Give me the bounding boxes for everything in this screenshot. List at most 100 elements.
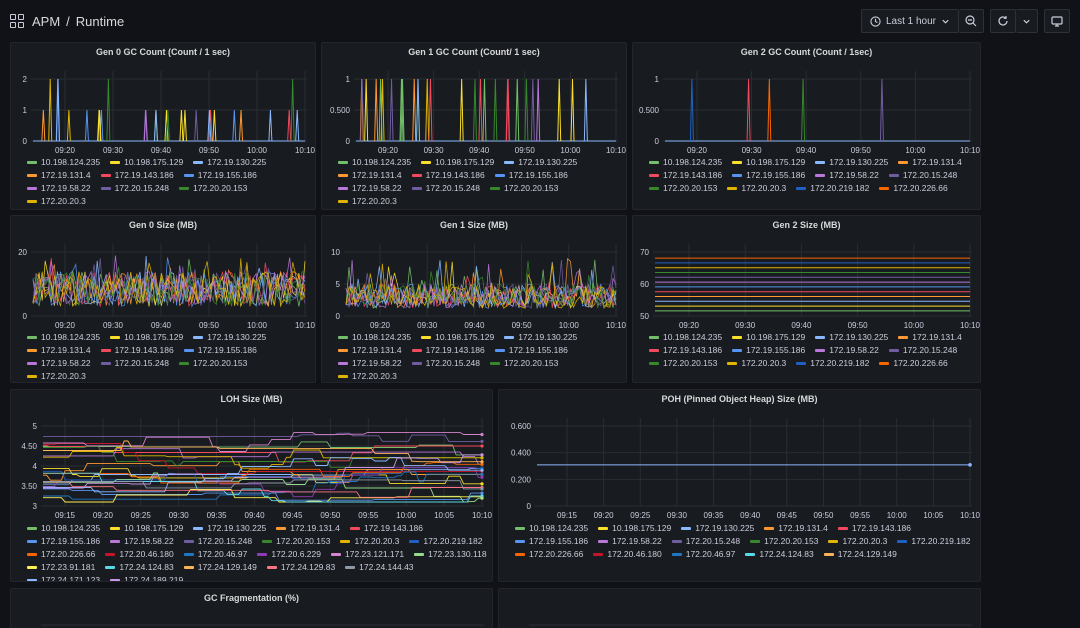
panel-title[interactable]: Gen 2 GC Count (Count / 1sec)	[740, 47, 873, 57]
legend-item[interactable]: 10.198.124.235	[649, 157, 722, 167]
legend-item[interactable]: 172.20.226.66	[515, 549, 583, 559]
legend-item[interactable]: 172.19.58.22	[338, 358, 402, 368]
legend-item[interactable]: 172.19.143.186	[349, 523, 423, 533]
legend-item[interactable]: 10.198.124.235	[338, 332, 411, 342]
chart-svg[interactable]: 1 0.500 0 09:20 09:30 09:40 09:50 10:00 10:10	[322, 43, 626, 209]
panel-gen0-size[interactable]: Gen 0 Size (MB) 20 0 09:20 09:30 09:40 09:50 10…	[10, 215, 316, 383]
legend-item[interactable]: 172.24.129.149	[823, 549, 897, 559]
legend-item[interactable]: 10.198.175.129	[110, 523, 183, 533]
legend-item[interactable]: 172.19.58.22	[27, 183, 91, 193]
panel-poh-size[interactable]: POH (Pinned Object Heap) Size (MB) 0.600 0…	[498, 389, 981, 582]
panel-gen1-size[interactable]: Gen 1 Size (MB) 10 5 0 09:20 09:30 09:40 09:50 1…	[321, 215, 627, 383]
refresh-interval-picker[interactable]	[1016, 9, 1038, 33]
legend-item[interactable]: 172.19.143.186	[411, 170, 485, 180]
legend-item[interactable]: 172.24.129.83	[266, 562, 335, 572]
legend-item[interactable]: 172.20.219.182	[796, 358, 869, 368]
panel-gen0-gc-count[interactable]: Gen 0 GC Count (Count / 1 sec) 2 1 0 09:20 09…	[10, 42, 316, 210]
legend-item[interactable]: 172.20.20.153	[649, 358, 717, 368]
legend-item[interactable]: 10.198.124.235	[515, 523, 588, 533]
legend-item[interactable]: 172.23.121.171	[331, 549, 404, 559]
legend-item[interactable]: 10.198.175.129	[598, 523, 671, 533]
legend-item[interactable]: 10.198.175.129	[421, 332, 494, 342]
legend-item[interactable]: 172.20.20.153	[490, 358, 558, 368]
legend-item[interactable]: 172.19.155.186	[494, 170, 568, 180]
chart-svg[interactable]: 1 0.500 0 09:20 09:30 09:40 09:50 10:00 10:10	[633, 43, 980, 209]
legend-item[interactable]: 172.19.130.225	[193, 332, 266, 342]
panel-gen1-gc-count[interactable]: Gen 1 GC Count (Count/ 1 sec) 1 0.500 0 09:2…	[321, 42, 627, 210]
legend-item[interactable]: 172.19.155.186	[732, 345, 805, 355]
legend-item[interactable]: 10.198.175.129	[421, 157, 494, 167]
legend-item[interactable]: 172.20.226.66	[879, 358, 948, 368]
panel-title[interactable]: Gen 1 Size (MB)	[439, 220, 508, 230]
panel-title[interactable]: Gen 0 GC Count (Count / 1 sec)	[95, 47, 230, 57]
legend-item[interactable]: 172.20.20.3	[340, 536, 399, 546]
legend-item[interactable]: 172.19.155.186	[183, 170, 257, 180]
legend-item[interactable]: 172.20.15.248	[411, 183, 480, 193]
apps-icon[interactable]	[10, 14, 24, 28]
legend-item[interactable]: 172.19.131.4	[898, 332, 962, 342]
legend-item[interactable]: 172.19.58.22	[598, 536, 662, 546]
tv-mode-button[interactable]	[1044, 9, 1070, 33]
legend-item[interactable]: 172.19.58.22	[110, 536, 174, 546]
legend-item[interactable]: 172.19.131.4	[276, 523, 340, 533]
panel-title[interactable]: LOH Size (MB)	[220, 394, 283, 404]
legend-item[interactable]: 172.19.143.186	[649, 170, 722, 180]
legend-item[interactable]: 172.19.155.186	[183, 345, 257, 355]
legend-item[interactable]: 172.19.155.186	[515, 536, 588, 546]
legend-item[interactable]: 172.20.20.3	[727, 183, 786, 193]
legend-item[interactable]: 172.20.226.66	[27, 549, 95, 559]
legend-item[interactable]: 172.20.20.153	[262, 536, 330, 546]
panel-title[interactable]: Gen 1 GC Count (Count/ 1 sec)	[408, 47, 540, 57]
legend-item[interactable]: 172.20.15.248	[888, 170, 957, 180]
chart-svg[interactable]: 10 5 0 09:20 09:30 09:40 09:50 10:00 10:10	[322, 216, 626, 382]
legend-item[interactable]: 172.19.130.225	[815, 157, 888, 167]
legend-item[interactable]: 172.20.219.182	[409, 536, 482, 546]
legend-item[interactable]: 172.20.15.248	[888, 345, 957, 355]
legend-item[interactable]: 172.19.143.186	[649, 345, 722, 355]
legend-item[interactable]: 172.20.15.248	[100, 358, 169, 368]
legend-item[interactable]: 172.24.129.149	[183, 562, 257, 572]
legend-item[interactable]: 10.198.175.129	[732, 332, 805, 342]
legend-item[interactable]: 172.24.124.83	[105, 562, 174, 572]
breadcrumb-app[interactable]: APM	[32, 13, 61, 29]
refresh-button[interactable]	[990, 9, 1016, 33]
legend-item[interactable]: 10.198.124.235	[27, 523, 100, 533]
legend-item[interactable]: 172.19.143.186	[411, 345, 485, 355]
legend-item[interactable]: 172.19.131.4	[764, 523, 828, 533]
zoom-out-button[interactable]	[959, 9, 984, 33]
time-range-picker[interactable]: Last 1 hour	[860, 9, 959, 33]
legend-item[interactable]: 172.19.143.186	[100, 345, 174, 355]
legend-item[interactable]: 172.20.20.153	[179, 358, 247, 368]
legend-item[interactable]: 172.20.20.3	[338, 196, 397, 206]
panel-title[interactable]: GC Fragmentation (%)	[203, 593, 299, 603]
legend-item[interactable]: 172.19.143.186	[100, 170, 174, 180]
legend-item[interactable]: 10.198.124.235	[27, 157, 100, 167]
legend-item[interactable]: 10.198.124.235	[27, 332, 100, 342]
legend-item[interactable]: 172.24.189.219	[110, 575, 183, 581]
legend-item[interactable]: 172.20.6.229	[257, 549, 321, 559]
legend-item[interactable]: 172.20.219.182	[796, 183, 869, 193]
legend-item[interactable]: 172.20.15.248	[411, 358, 480, 368]
chart-svg[interactable]: 70 60 50 09:20 09:30 09:40 09:50 10:00 10:10	[633, 216, 980, 382]
legend-item[interactable]: 172.19.130.225	[504, 332, 577, 342]
legend-item[interactable]: 172.19.143.186	[837, 523, 911, 533]
legend-item[interactable]: 172.20.219.182	[897, 536, 970, 546]
legend-item[interactable]: 172.19.58.22	[338, 183, 402, 193]
panel-loh-size[interactable]: LOH Size (MB) 5 4.50 4 3.50 3 09:15 09:20 09:25 0…	[10, 389, 493, 582]
legend-item[interactable]: 172.19.58.22	[815, 345, 879, 355]
legend-item[interactable]: 172.19.131.4	[338, 345, 402, 355]
legend-item[interactable]: 172.19.58.22	[27, 358, 91, 368]
legend-item[interactable]: 10.198.175.129	[732, 157, 805, 167]
legend-item[interactable]: 10.198.124.235	[649, 332, 722, 342]
legend-item[interactable]: 172.19.155.186	[27, 536, 100, 546]
legend-item[interactable]: 172.19.131.4	[898, 157, 962, 167]
legend-item[interactable]: 172.19.58.22	[815, 170, 879, 180]
legend-item[interactable]: 172.19.130.225	[504, 157, 577, 167]
panel-gc-committed[interactable]	[498, 588, 981, 628]
panel-gc-fragmentation[interactable]: GC Fragmentation (%)	[10, 588, 493, 628]
legend-item[interactable]: 172.20.15.248	[671, 536, 740, 546]
chart-svg[interactable]: 20 0 09:20 09:30 09:40 09:50 10:00 10:10	[11, 216, 315, 382]
legend-item[interactable]: 172.24.171.123	[27, 575, 100, 581]
legend-item[interactable]: 172.24.124.83	[745, 549, 814, 559]
chart-svg[interactable]: 0.600 0.400 0.200 0 09:15 09:20 09:25 09:30 09:3…	[499, 390, 980, 581]
